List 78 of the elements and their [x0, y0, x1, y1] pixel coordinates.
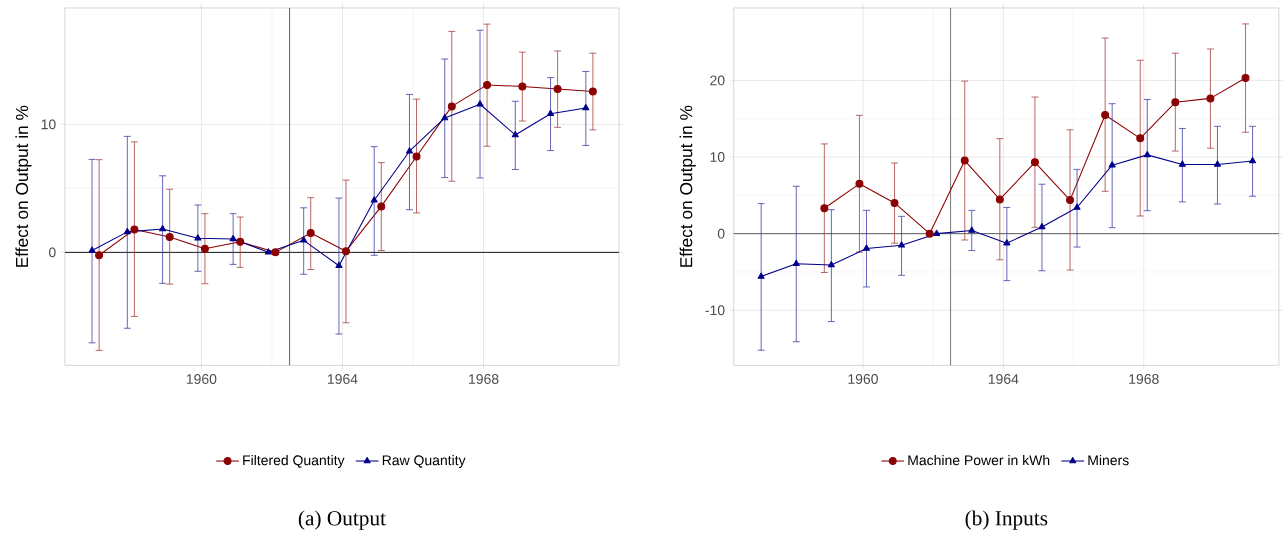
point — [1171, 98, 1180, 107]
y-tick-label: 10 — [41, 119, 56, 130]
x-tick-label: 1968 — [1129, 374, 1159, 384]
point — [88, 246, 96, 253]
point — [1241, 73, 1250, 82]
y-tick-label: 20 — [710, 75, 725, 86]
point — [1038, 222, 1046, 230]
point — [412, 152, 421, 161]
text: (b) Inputs — [965, 510, 1048, 530]
point — [1178, 160, 1186, 167]
point — [441, 113, 449, 121]
point — [511, 130, 519, 138]
x-tick-label: 1960 — [848, 374, 878, 384]
legend-label: Machine Power in kWh — [908, 454, 1050, 466]
point — [476, 100, 484, 107]
point — [898, 241, 906, 248]
point — [827, 261, 835, 268]
point — [1136, 134, 1145, 143]
point — [995, 195, 1004, 204]
point — [1249, 156, 1257, 164]
point — [306, 228, 315, 237]
point — [377, 202, 386, 211]
point — [405, 147, 414, 154]
point — [588, 87, 597, 96]
point — [925, 229, 934, 238]
point — [1108, 161, 1116, 168]
point — [236, 237, 245, 246]
point — [1101, 110, 1110, 119]
point — [335, 261, 343, 268]
point — [547, 109, 555, 116]
point — [194, 234, 202, 241]
point — [1213, 160, 1221, 167]
point — [960, 156, 969, 165]
point — [271, 248, 280, 257]
legend-label: Raw Quantity — [382, 454, 466, 468]
point — [447, 102, 456, 111]
y-axis-title: Effect on Output in % — [679, 105, 696, 267]
point — [890, 198, 899, 207]
point — [165, 232, 174, 241]
point — [300, 236, 308, 243]
x-tick-label: 1968 — [469, 374, 499, 384]
point — [1073, 203, 1081, 210]
legend-label: Filtered Quantity — [243, 454, 345, 468]
y-tick-label: 0 — [717, 228, 725, 239]
text: (a) Output — [298, 510, 386, 530]
y-tick-label: -10 — [705, 305, 725, 316]
y-axis-title: Effect on Output in % — [15, 105, 32, 267]
point — [792, 259, 800, 266]
point — [130, 225, 139, 234]
point — [1030, 158, 1039, 167]
point — [200, 244, 209, 253]
point — [757, 272, 765, 279]
point — [370, 196, 378, 203]
x-tick-label: 1964 — [988, 374, 1019, 384]
point — [342, 247, 350, 256]
point — [862, 244, 870, 251]
point — [483, 80, 492, 89]
point — [820, 204, 829, 213]
point — [1066, 196, 1075, 205]
point — [518, 82, 527, 91]
point — [1206, 94, 1215, 103]
legend-label: Miners — [1088, 454, 1129, 466]
x-tick-label: 1964 — [327, 374, 358, 384]
point — [159, 225, 167, 232]
y-tick-label: 0 — [48, 247, 56, 258]
y-tick-label: 10 — [710, 152, 725, 162]
point — [123, 227, 131, 235]
point — [933, 229, 941, 236]
point — [1143, 150, 1151, 158]
point — [553, 84, 562, 93]
point — [855, 179, 864, 188]
point — [1003, 239, 1011, 246]
point — [582, 103, 590, 111]
point — [264, 248, 272, 255]
point — [229, 234, 237, 242]
point — [968, 226, 976, 233]
point — [95, 251, 104, 260]
x-tick-label: 1960 — [186, 374, 217, 384]
